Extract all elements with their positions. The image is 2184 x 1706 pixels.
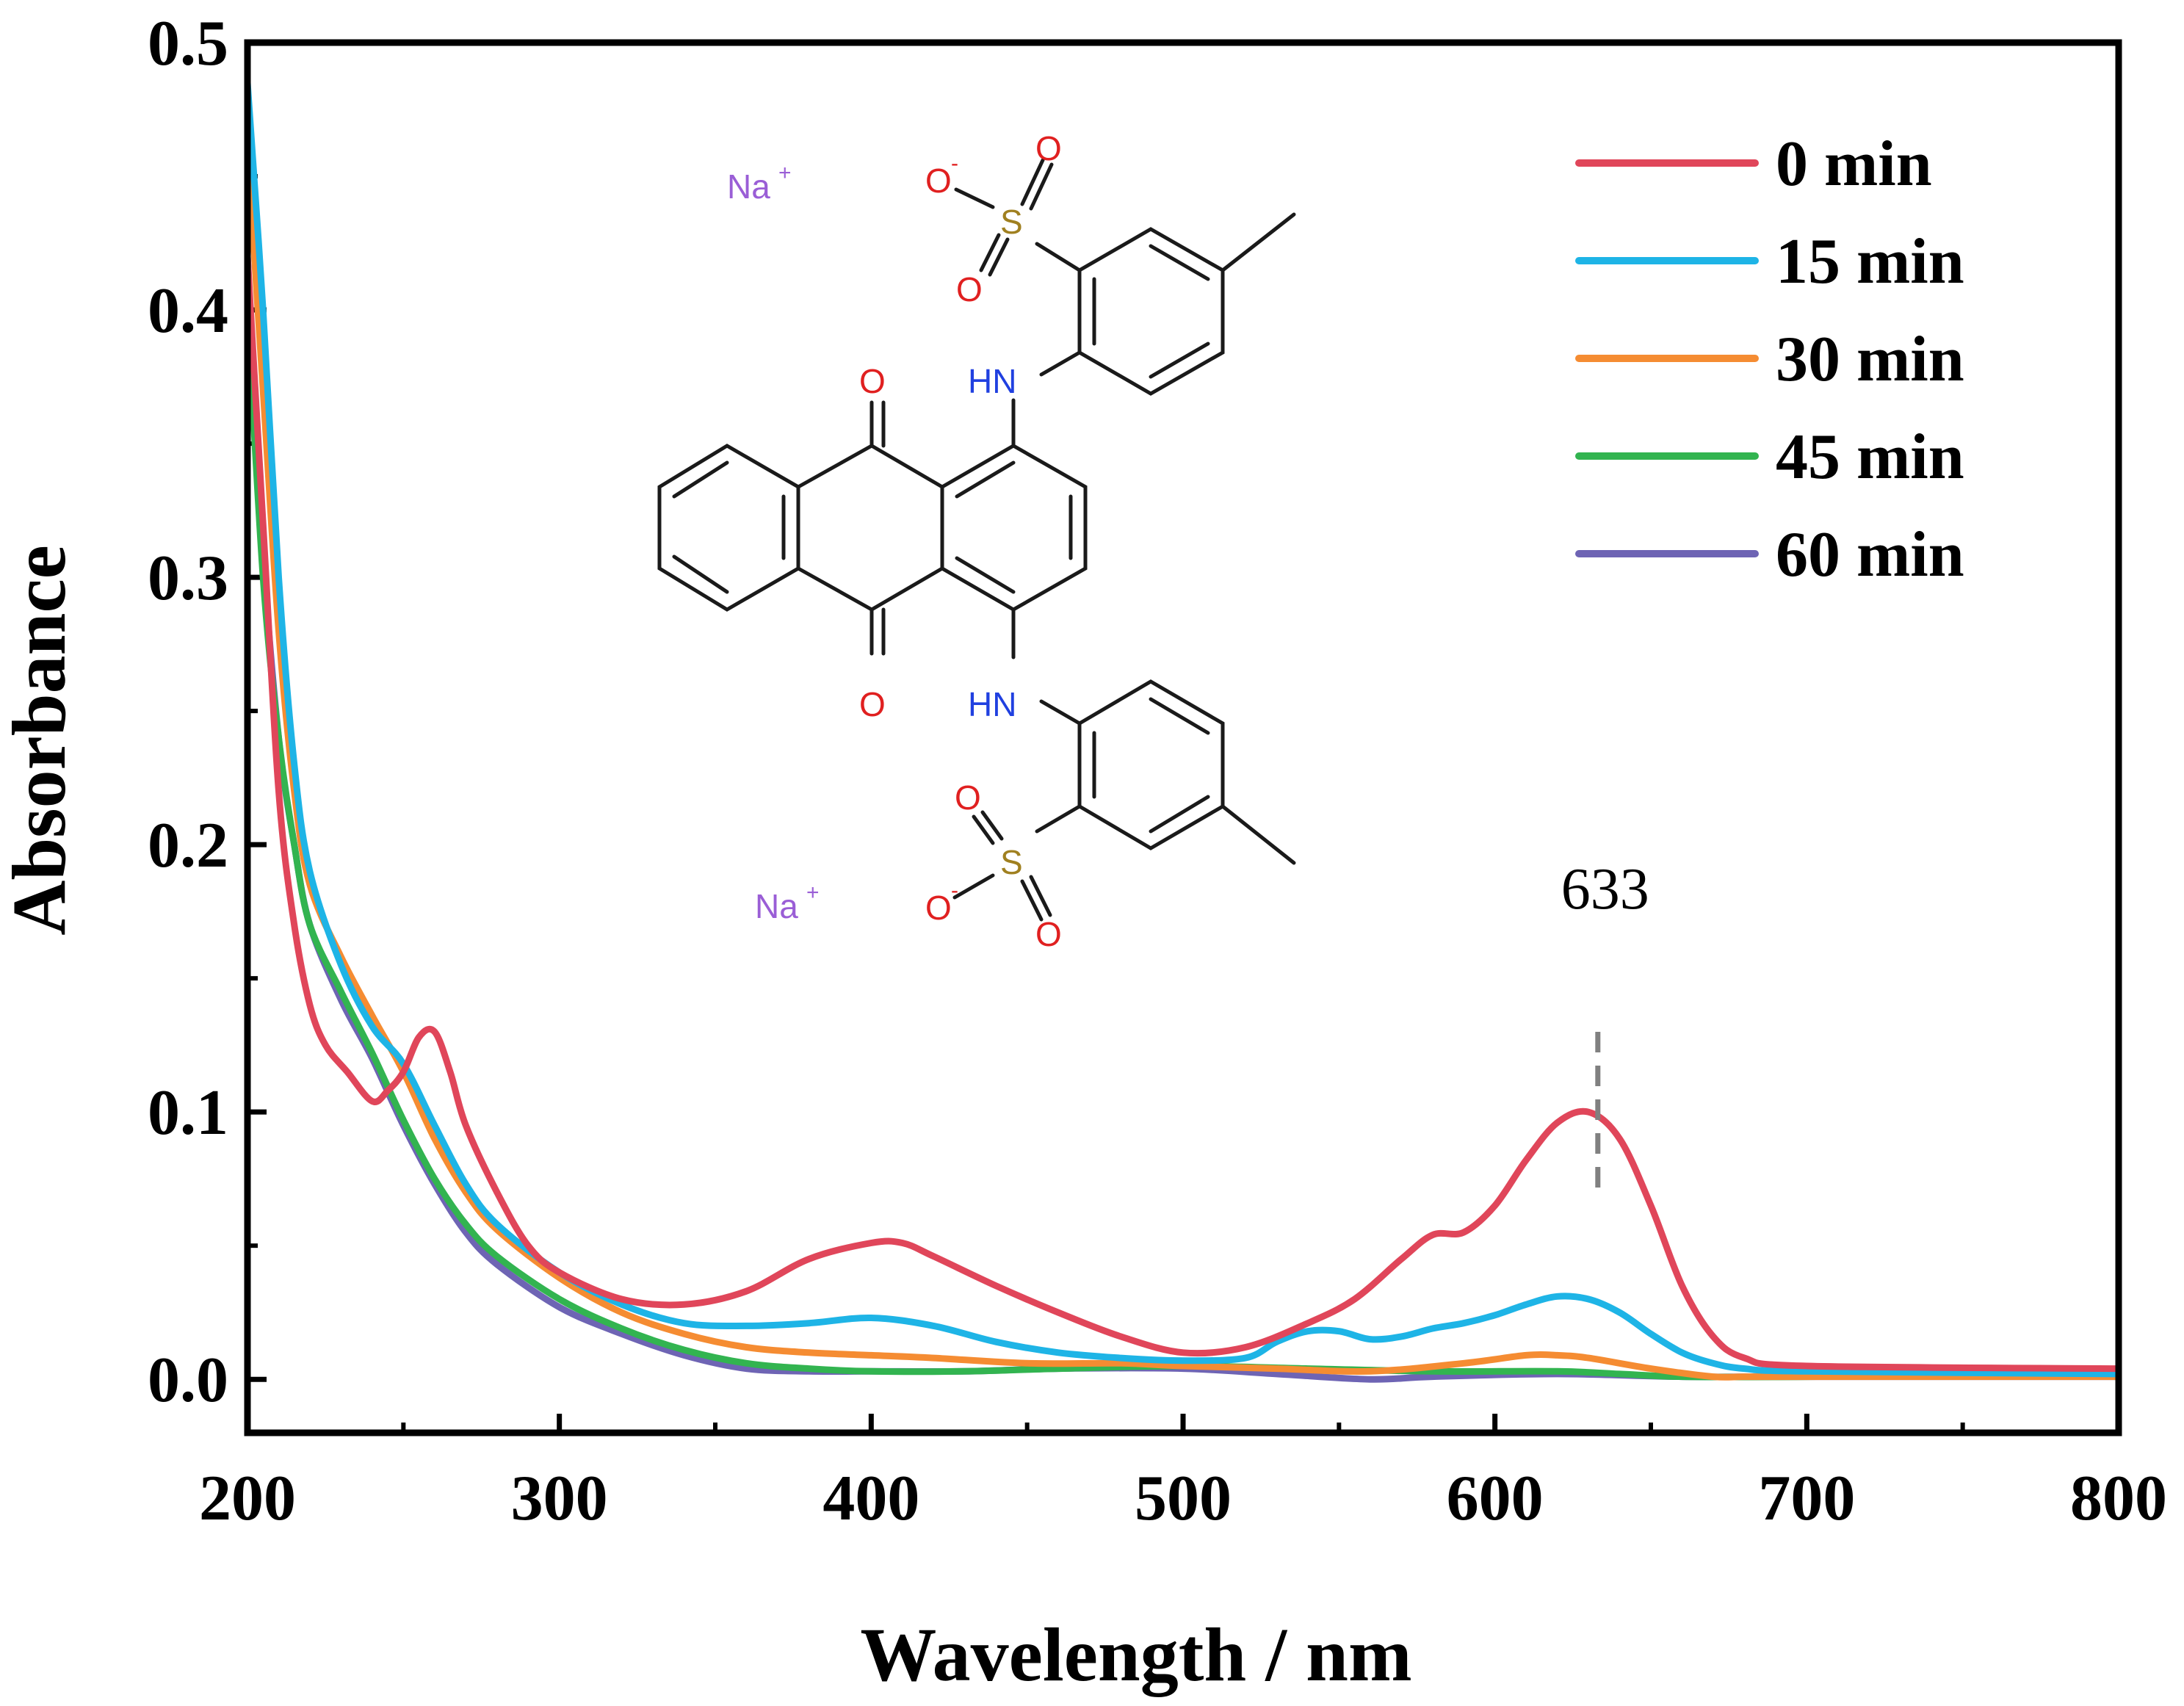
x-tick-label: 200 — [199, 1463, 296, 1534]
y-tick-label: 0.2 — [148, 810, 228, 881]
lower-aryl-ring — [1077, 679, 1225, 850]
lower-so-1 — [972, 814, 995, 845]
lower-o-2: O — [1035, 915, 1062, 953]
x-tick-label: 700 — [1758, 1463, 1855, 1534]
legend: 0 min 15 min 30 min 45 min 60 min — [1575, 129, 1964, 590]
series-line-15-min — [244, 79, 2122, 1378]
na-top-plus: + — [778, 161, 792, 185]
y-tick-label: 0.3 — [148, 543, 228, 614]
upper-methyl — [1221, 212, 1296, 272]
plot-frame — [244, 39, 2122, 1436]
upper-o-1: O — [1035, 129, 1062, 167]
y-tick-label: 0.0 — [148, 1345, 228, 1416]
peak-marker-layer: 633 — [1561, 857, 1649, 1198]
lower-so-2b — [1029, 875, 1052, 917]
y-axis-title: Absorbance — [0, 545, 82, 936]
amine-top: HN — [968, 362, 1016, 400]
lower-so-1b — [980, 810, 1004, 841]
axis-ticks: 200 300 400 500 600 700 800 0.0 0.1 0.2 0.3 0.4 0.5 — [148, 8, 2167, 1534]
lower-minus-sign: - — [951, 878, 958, 903]
left-ring — [657, 444, 800, 612]
lower-sulfonyl-bond — [1035, 804, 1082, 834]
lower-methyl — [1221, 804, 1296, 865]
upper-so-3 — [954, 187, 995, 209]
legend-label: 45 min — [1776, 422, 1964, 493]
upper-aryl-ring — [1077, 227, 1225, 396]
peak-annotation: 633 — [1561, 857, 1649, 922]
series-line-0-min — [244, 253, 2122, 1373]
lower-aryl-double-2 — [1149, 697, 1210, 735]
legend-label: 0 min — [1776, 129, 1932, 200]
x-axis-title: Wavelength / nm — [860, 1613, 1411, 1697]
lower-aryl-double-3 — [1149, 795, 1210, 834]
lower-so-3 — [952, 873, 995, 900]
x-tick-label: 400 — [822, 1463, 919, 1534]
upper-so-2 — [979, 233, 1001, 272]
upper-so-2b — [988, 237, 1010, 277]
right-ring-double-3 — [955, 556, 1016, 594]
y-tick-label: 0.5 — [148, 8, 228, 79]
lower-o-minus: O — [925, 889, 952, 927]
upper-o-minus: O — [925, 162, 952, 200]
na-top-label: Na — [727, 167, 770, 206]
legend-label: 15 min — [1776, 226, 1964, 297]
carbonyl-o-top: O — [859, 362, 886, 400]
x-tick-label: 800 — [2070, 1463, 2167, 1534]
series-line-30-min — [244, 146, 2122, 1381]
x-tick-label: 300 — [511, 1463, 608, 1534]
y-tick-label: 0.4 — [148, 275, 228, 347]
carbonyl-o-bottom: O — [859, 685, 886, 723]
upper-aryl-double-3 — [1149, 341, 1210, 379]
upper-aryl-double-2 — [1149, 244, 1210, 281]
right-ring-double-2 — [955, 460, 1016, 499]
na-bottom-label: Na — [755, 887, 798, 925]
left-ring-double-2 — [672, 554, 729, 594]
amine-aryl-bottom — [1039, 699, 1082, 726]
upper-s: S — [1000, 203, 1023, 241]
y-tick-label: 0.1 — [148, 1077, 228, 1149]
central-ring — [796, 444, 944, 612]
amine-bottom: HN — [968, 685, 1016, 723]
x-tick-label: 600 — [1447, 1463, 1544, 1534]
series-line-45-min — [244, 306, 2122, 1381]
molecule-structure: Na + Na + O - O S O O O HN HN O S O - O — [657, 129, 1296, 953]
left-ring-double-3 — [672, 460, 729, 499]
upper-o-2: O — [956, 270, 983, 308]
upper-minus-sign: - — [951, 151, 958, 176]
upper-sulfonyl-bond — [1035, 242, 1082, 272]
legend-label: 60 min — [1776, 519, 1964, 590]
upper-so-1 — [1020, 158, 1045, 206]
upper-so-1b — [1029, 162, 1054, 211]
x-tick-label: 500 — [1135, 1463, 1232, 1534]
na-bottom-plus: + — [806, 881, 820, 905]
lower-s: S — [1000, 843, 1023, 881]
legend-label: 30 min — [1776, 324, 1964, 395]
lower-so-2 — [1020, 879, 1044, 922]
series-layer — [244, 79, 2122, 1383]
right-ring — [940, 444, 1088, 612]
lower-o-1: O — [955, 778, 981, 817]
amine-aryl-top — [1039, 350, 1082, 377]
